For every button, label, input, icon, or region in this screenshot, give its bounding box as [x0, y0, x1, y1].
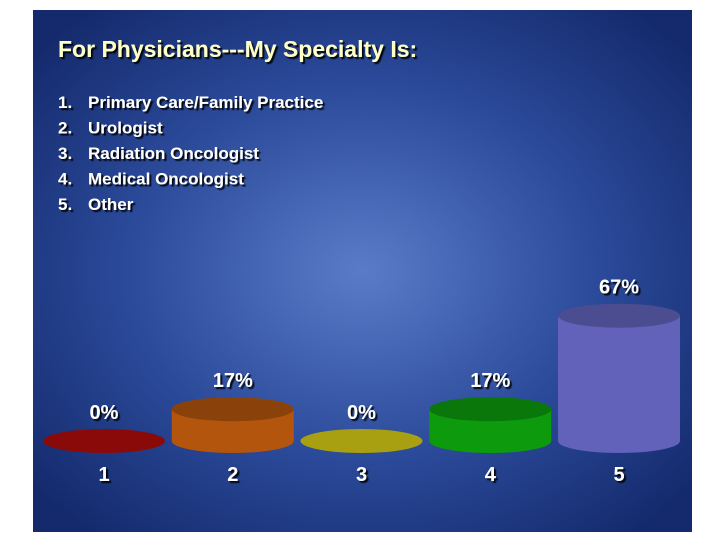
category-label: 3: [356, 464, 367, 486]
slide-background: [33, 10, 692, 532]
category-label: 5: [613, 464, 624, 486]
option-text: Primary Care/Family Practice: [88, 93, 323, 112]
option-text: Radiation Oncologist: [88, 144, 259, 163]
cylinder: [171, 397, 294, 453]
slide-title: For Physicians---My Specialty Is:: [58, 36, 417, 62]
option-number: 4.: [58, 170, 72, 189]
cylinder: [43, 429, 165, 453]
value-label: 0%: [347, 402, 376, 424]
cylinder-top: [300, 429, 423, 453]
value-label: 0%: [90, 402, 119, 424]
cylinder: [300, 429, 423, 453]
option-number: 2.: [58, 119, 72, 138]
option-number: 5.: [58, 195, 72, 214]
cylinder-top: [171, 397, 294, 422]
cylinder-top: [429, 397, 552, 422]
cylinder: [558, 303, 680, 453]
value-label: 67%: [599, 277, 639, 299]
value-label: 17%: [470, 370, 510, 392]
option-number: 1.: [58, 93, 72, 112]
value-label: 17%: [213, 370, 253, 392]
cylinder-top: [558, 303, 680, 328]
cylinder: [429, 397, 552, 453]
option-number: 3.: [58, 144, 72, 163]
category-label: 4: [485, 464, 497, 486]
options-list: 1. Primary Care/Family Practice 2. Urologis…: [58, 93, 323, 214]
option-text: Other: [88, 195, 134, 214]
option-text: Medical Oncologist: [88, 170, 244, 189]
category-label: 1: [98, 464, 109, 486]
cylinder-body: [558, 315, 680, 441]
cylinder-top: [43, 429, 165, 453]
category-label: 2: [227, 464, 238, 486]
plot: 0% 1 17% 2 0% 3 17% 4 67% 5: [43, 277, 680, 486]
option-text: Urologist: [88, 119, 163, 138]
